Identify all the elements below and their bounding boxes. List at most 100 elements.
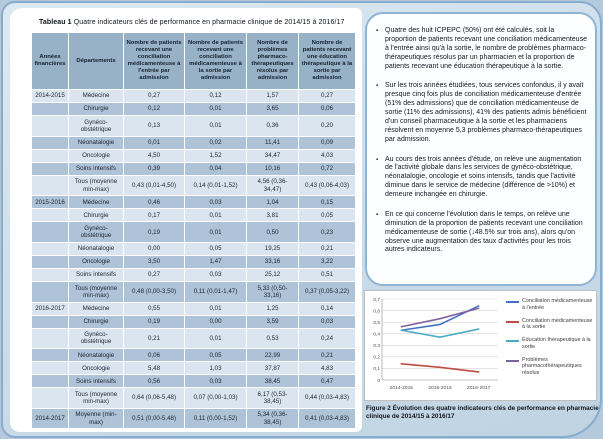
table-row: Tous (moyenne min-max) 0,64 (0,06-5,48) 0,… xyxy=(31,387,356,409)
table-row: Chirurgie 0,19 0,00 3,59 0,03 xyxy=(31,314,356,329)
value-cell: 0,72 xyxy=(298,161,356,176)
table-title: Tableau 1 Quatre indicateurs clés de per… xyxy=(39,19,356,26)
value-cell: 0,01 xyxy=(123,135,185,150)
year-cell xyxy=(31,254,69,270)
note-text: Au cours des trois années d'étude, on re… xyxy=(385,155,582,199)
department-cell: Chirurgie xyxy=(68,102,124,117)
value-cell: 0,05 xyxy=(184,241,247,256)
svg-text:2016-2017: 2016-2017 xyxy=(467,385,491,391)
year-cell xyxy=(31,148,69,163)
value-cell: 0,01 xyxy=(184,115,247,137)
year-cell xyxy=(31,102,69,117)
department-cell: Soins intensifs xyxy=(68,268,124,283)
note-text: En ce qui concerne l'évolution dans le t… xyxy=(385,210,583,254)
note-item: ▪ Sur les trois années étudiées, tous ser… xyxy=(376,82,587,144)
value-cell: 1,04 xyxy=(246,195,299,210)
value-cell: 0,03 xyxy=(184,268,247,283)
chart-legend: Conciliation médicamenteuse à l'entrée Co… xyxy=(506,298,594,383)
table-row: Chirurgie 0,12 0,01 3,65 0,06 xyxy=(31,102,356,117)
value-cell: 22,99 xyxy=(246,348,299,363)
value-cell: 0,47 xyxy=(298,374,356,389)
year-cell xyxy=(31,135,69,150)
value-cell: 0,14 xyxy=(298,301,356,316)
department-cell: Oncologie xyxy=(68,254,124,270)
note-text: Sur les trois années étudiées, tous serv… xyxy=(385,82,587,143)
year-cell xyxy=(31,241,69,256)
svg-text:0,4: 0,4 xyxy=(373,332,380,338)
value-cell: 0,46 xyxy=(123,195,185,210)
department-cell: Soins intensifs xyxy=(68,374,124,389)
table-row: Soins intensifs 0,39 0,04 10,16 0,72 xyxy=(31,161,356,176)
legend-label: Conciliation médicamenteuse à l'entrée xyxy=(522,298,593,311)
department-cell: Tous (moyenne min-max) xyxy=(68,174,124,197)
value-cell: 0,44 (0,03-4,83) xyxy=(298,387,356,409)
value-cell: 0,01 xyxy=(184,102,247,117)
value-cell: 5,33 (0,50-33,16) xyxy=(246,281,299,303)
department-cell: Gynéco-obstétrique xyxy=(68,115,124,137)
value-cell: 0,56 xyxy=(123,374,185,389)
table-row: Oncologie 5,48 1,03 37,87 4,83 xyxy=(31,361,356,376)
value-cell: 3,65 xyxy=(246,102,299,117)
value-cell: 0,13 xyxy=(123,115,185,137)
year-cell: 2015-2016 xyxy=(31,195,69,210)
department-cell: Néonatalogie xyxy=(68,241,124,256)
year-cell xyxy=(31,281,69,303)
value-cell: 0,01 xyxy=(184,327,247,350)
department-cell: Médecine xyxy=(68,88,124,104)
value-cell: 0,43 (0,01-4,50) xyxy=(123,174,185,197)
value-cell: 0,43 (0,06-4,03) xyxy=(298,174,356,197)
note-text: Quatre des huit ICPEPC (50%) ont été cal… xyxy=(385,27,587,70)
table-row: Soins intensifs 0,56 0,03 38,45 0,47 xyxy=(31,374,356,389)
value-cell: 0,01 xyxy=(184,221,247,243)
value-cell: 0,51 (0,00-5,48) xyxy=(123,407,185,430)
figure-caption-text: Évolution des quatre indicateurs clés de… xyxy=(366,405,599,421)
value-cell: 0,11 (0,00-1,52) xyxy=(184,407,247,430)
value-cell: 0,04 xyxy=(184,161,247,176)
svg-text:0: 0 xyxy=(377,378,380,384)
table-row: 2014-2017 Moyenne (min-max) 0,51 (0,00-5,4… xyxy=(31,407,356,430)
table-row: Gynéco-obstétrique 0,13 0,01 0,36 0,20 xyxy=(31,115,356,137)
table-row: Néonatalogie 0,00 0,05 19,25 0,21 xyxy=(31,241,356,256)
bullet-icon: ▪ xyxy=(376,156,379,163)
table-row: 2016-2017 Médecine 0,55 0,01 1,25 0,14 xyxy=(31,301,356,316)
value-cell: 0,24 xyxy=(298,327,356,350)
value-cell: 0,27 xyxy=(123,88,185,104)
value-cell: 38,45 xyxy=(246,374,299,389)
value-cell: 37,87 xyxy=(246,361,299,376)
department-cell: Néonatalogie xyxy=(68,348,124,363)
year-cell: 2016-2017 xyxy=(31,301,69,316)
bullet-icon: ▪ xyxy=(376,211,379,218)
svg-text:0,1: 0,1 xyxy=(373,366,380,372)
legend-line-icon xyxy=(506,320,519,323)
table-row: Tous (moyenne min-max) 0,43 (0,01-4,50) 0,… xyxy=(31,174,356,197)
svg-text:0,5: 0,5 xyxy=(373,320,380,326)
value-cell: 0,03 xyxy=(184,195,247,210)
year-cell xyxy=(31,387,69,409)
value-cell: 0,27 xyxy=(123,268,185,283)
value-cell: 5,48 xyxy=(123,361,185,376)
year-cell xyxy=(31,327,69,350)
value-cell: 10,16 xyxy=(246,161,299,176)
value-cell: 1,47 xyxy=(184,254,247,270)
svg-text:0,3: 0,3 xyxy=(373,343,380,349)
value-cell: 0,05 xyxy=(298,208,356,223)
value-cell: 0,39 xyxy=(123,161,185,176)
table-number: Tableau 1 xyxy=(39,19,72,26)
year-cell: 2014-2017 xyxy=(31,407,69,430)
value-cell: 0,21 xyxy=(123,327,185,350)
department-cell: Chirurgie xyxy=(68,208,124,223)
value-cell: 34,47 xyxy=(246,148,299,163)
table-row: Néonatalogie 0,01 0,02 11,41 0,09 xyxy=(31,135,356,150)
table-title-text: Quatre indicateurs clés de performance e… xyxy=(71,19,345,26)
value-cell: 25,12 xyxy=(246,268,299,283)
value-cell: 6,17 (0,53-38,45) xyxy=(246,387,299,409)
year-cell xyxy=(31,115,69,137)
value-cell: 0,07 (0,00-1,03) xyxy=(184,387,247,409)
legend-entry: Conciliation médicamenteuse à la sortie xyxy=(506,318,594,332)
bullet-icon: ▪ xyxy=(376,28,379,34)
value-cell: 0,01 xyxy=(184,208,247,223)
value-cell: 0,00 xyxy=(184,314,247,329)
value-cell: 0,21 xyxy=(298,348,356,363)
note-item: ▪ Au cours des trois années d'étude, on r… xyxy=(376,156,587,200)
value-cell: 0,27 xyxy=(298,88,356,104)
